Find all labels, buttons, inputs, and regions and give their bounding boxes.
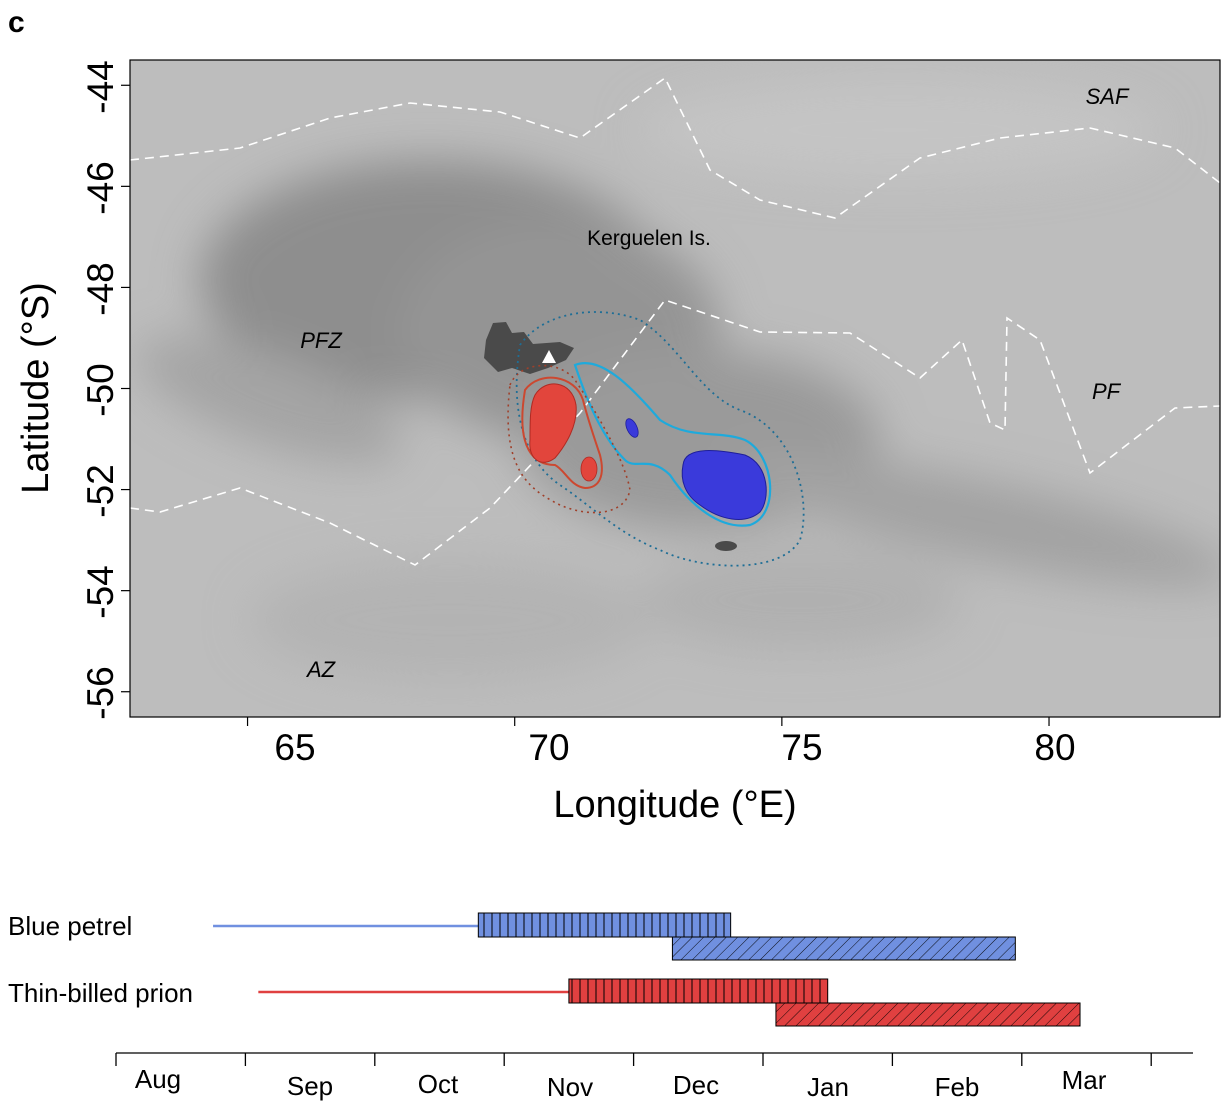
month-label: Sep	[287, 1071, 333, 1101]
blue-petrel-ud-75	[573, 362, 772, 527]
month-label: Oct	[418, 1069, 459, 1099]
y-tick-label: -56	[80, 666, 121, 719]
zone-label-saf: SAF	[1086, 84, 1130, 109]
y-axis-ticks	[121, 84, 130, 693]
oceanic-fronts	[130, 76, 1220, 566]
thin-billed-prion-chick-rearing-hatch	[775, 1003, 1081, 1026]
month-axis-ticks	[115, 1053, 1152, 1066]
y-tick-label: -48	[80, 262, 121, 315]
x-axis-label: Longitude (°E)	[553, 784, 796, 826]
month-label: Nov	[547, 1072, 593, 1101]
x-tick-label: 80	[1034, 727, 1075, 768]
bathymetry-background	[130, 60, 1220, 717]
x-axis-ticks	[246, 717, 1050, 726]
blue-petrel-ud-50-small	[625, 418, 639, 438]
month-label: Mar	[1062, 1065, 1107, 1095]
phenology-panel: Blue petrel Thin-billed prion Aug Sep Oc…	[8, 911, 1193, 1101]
panel-letter: c	[8, 6, 25, 39]
species-label-thin-billed-prion: Thin-billed prion	[8, 978, 193, 1008]
zone-label-pfz: PFZ	[300, 328, 343, 353]
zone-label-az: AZ	[305, 657, 337, 682]
thin-billed-prion-incubation-hatch	[568, 979, 828, 1003]
pf-front-line	[130, 299, 1220, 566]
species-label-blue-petrel: Blue petrel	[8, 911, 132, 941]
prion-ud-50-small	[580, 456, 598, 482]
heard-island	[715, 541, 737, 551]
month-label: Jan	[807, 1072, 849, 1101]
y-tick-label: -46	[80, 161, 121, 214]
zone-label-pf: PF	[1092, 379, 1122, 404]
month-label: Dec	[673, 1070, 719, 1100]
blue-petrel-incubation-hatch	[478, 913, 731, 937]
x-tick-label: 75	[781, 727, 822, 768]
prion-ud-50	[529, 383, 577, 463]
y-tick-label: -44	[80, 60, 121, 113]
gantt-marks	[213, 912, 1081, 1027]
saf-front-line	[130, 76, 1220, 219]
blue-petrel-chick-rearing-hatch	[672, 937, 1016, 960]
month-label: Feb	[935, 1072, 980, 1101]
colony-marker	[542, 350, 556, 363]
y-tick-label: -52	[80, 464, 121, 517]
x-tick-label: 65	[274, 727, 315, 768]
map-panel: 65 70 75 80 -44 -46 -48 -50 -52 -54 -56 …	[15, 59, 1221, 826]
y-tick-label: -50	[80, 363, 121, 416]
y-axis-label: Latitude (°S)	[15, 282, 57, 494]
x-tick-label: 70	[528, 727, 569, 768]
prion-ud-95-dotted	[507, 364, 631, 514]
y-tick-label: -54	[80, 565, 121, 618]
blue-petrel-ud-50	[681, 450, 767, 520]
place-label-kerguelen: Kerguelen Is.	[587, 227, 711, 250]
month-label: Aug	[135, 1064, 181, 1094]
